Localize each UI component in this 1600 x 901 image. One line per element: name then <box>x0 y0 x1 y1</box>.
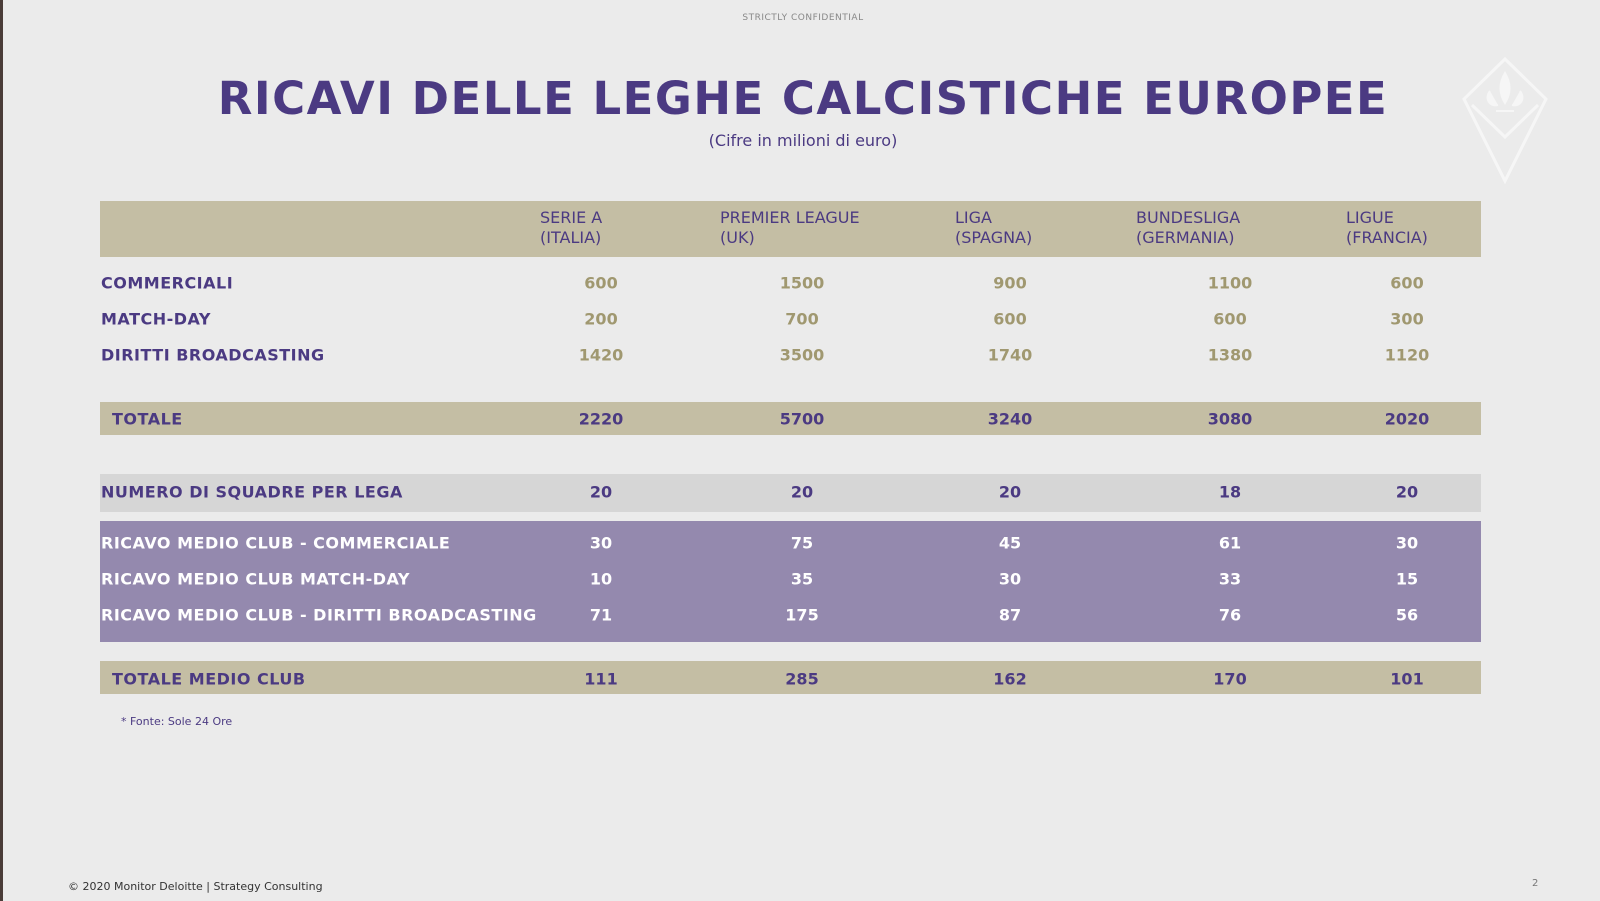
table-cell: 600 <box>1390 273 1424 293</box>
average-club-band <box>100 521 1481 642</box>
footnote: * Fonte: Sole 24 Ore <box>121 715 233 728</box>
table-cell: 15 <box>1395 569 1419 589</box>
row-label: DIRITTI BROADCASTING <box>101 345 325 365</box>
totale-medio-band <box>100 661 1481 694</box>
totale-band <box>100 402 1481 435</box>
column-header-premier-league: PREMIER LEAGUE (UK) <box>720 208 860 247</box>
table-cell: 76 <box>1218 605 1242 625</box>
row-label: NUMERO DI SQUADRE PER LEGA <box>101 482 403 502</box>
copyright: © 2020 Monitor Deloitte | Strategy Consu… <box>68 880 323 893</box>
table-cell: 33 <box>1218 569 1242 589</box>
table-cell: 1740 <box>987 345 1033 365</box>
table-cell: 900 <box>993 273 1027 293</box>
table-cell: 87 <box>998 605 1022 625</box>
table-cell: 101 <box>1390 669 1424 689</box>
table-cell: 20 <box>998 482 1022 502</box>
table-cell: 75 <box>790 533 814 553</box>
table-cell: 700 <box>785 309 819 329</box>
table-cell: 35 <box>790 569 814 589</box>
table-cell: 162 <box>993 669 1027 689</box>
table-header-band <box>100 201 1481 257</box>
table-cell: 200 <box>584 309 618 329</box>
confidential-label: STRICTLY CONFIDENTIAL <box>742 13 864 23</box>
table-cell: 2220 <box>578 409 624 429</box>
slide-subtitle: (Cifre in milioni di euro) <box>708 131 898 150</box>
table-cell: 71 <box>589 605 613 625</box>
table-cell: 1120 <box>1384 345 1430 365</box>
table-cell: 3240 <box>987 409 1033 429</box>
column-header-ligue: LIGUE (FRANCIA) <box>1346 208 1428 247</box>
table-cell: 2020 <box>1384 409 1430 429</box>
column-header-bundesliga: BUNDESLIGA (GERMANIA) <box>1136 208 1241 247</box>
column-header-liga: LIGA (SPAGNA) <box>955 208 1033 247</box>
table-cell: 175 <box>785 605 819 625</box>
row-label: RICAVO MEDIO CLUB - DIRITTI BROADCASTING <box>101 605 537 625</box>
table-cell: 600 <box>993 309 1027 329</box>
table-cell: 111 <box>584 669 618 689</box>
table-cell: 30 <box>589 533 613 553</box>
table-cell: 61 <box>1218 533 1242 553</box>
table-cell: 18 <box>1218 482 1242 502</box>
table-cell: 285 <box>785 669 819 689</box>
table-cell: 1420 <box>578 345 624 365</box>
table-cell: 600 <box>584 273 618 293</box>
table-cell: 600 <box>1213 309 1247 329</box>
table-cell: 170 <box>1213 669 1247 689</box>
column-header-serie-a: SERIE A (ITALIA) <box>540 208 603 247</box>
table-cell: 20 <box>589 482 613 502</box>
table-cell: 45 <box>998 533 1022 553</box>
table-cell: 1100 <box>1207 273 1253 293</box>
table-cell: 30 <box>998 569 1022 589</box>
table-cell: 3080 <box>1207 409 1253 429</box>
row-label: RICAVO MEDIO CLUB MATCH-DAY <box>101 569 410 589</box>
slide-title: RICAVI DELLE LEGHE CALCISTICHE EUROPEE <box>217 72 1389 125</box>
window-edge <box>0 0 3 901</box>
teams-band <box>100 474 1481 512</box>
table-cell: 10 <box>589 569 613 589</box>
row-label: TOTALE <box>112 409 183 429</box>
row-label: COMMERCIALI <box>101 273 234 293</box>
fiorentina-crest-logo <box>1462 56 1548 185</box>
row-label: MATCH-DAY <box>101 309 211 329</box>
row-label: RICAVO MEDIO CLUB - COMMERCIALE <box>101 533 451 553</box>
table-cell: 30 <box>1395 533 1419 553</box>
row-label: TOTALE MEDIO CLUB <box>112 669 306 689</box>
page-number: 2 <box>1532 878 1539 889</box>
table-cell: 20 <box>790 482 814 502</box>
table-cell: 1380 <box>1207 345 1253 365</box>
table-cell: 56 <box>1395 605 1419 625</box>
table-cell: 3500 <box>779 345 825 365</box>
table-cell: 5700 <box>779 409 825 429</box>
table-cell: 1500 <box>779 273 825 293</box>
table-cell: 300 <box>1390 309 1424 329</box>
table-cell: 20 <box>1395 482 1419 502</box>
